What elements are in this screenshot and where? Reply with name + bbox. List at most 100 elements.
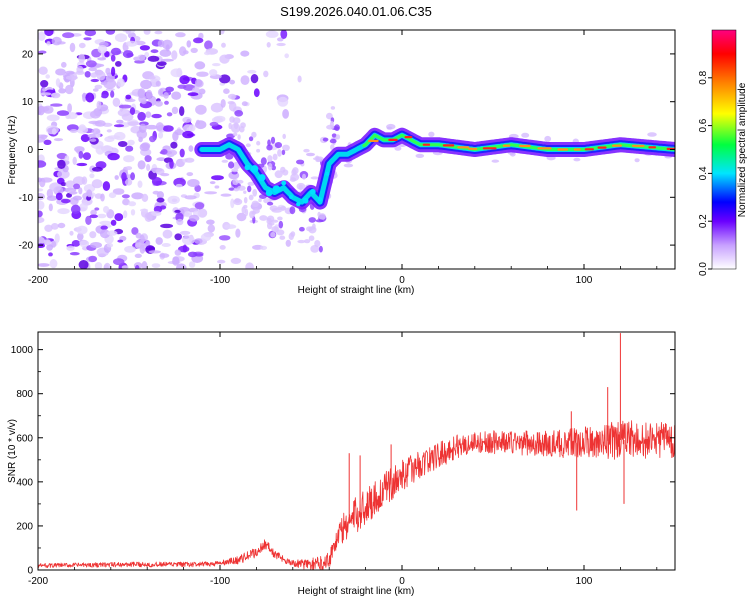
spectrogram-blob <box>134 60 145 64</box>
snr-y-tick-label: 1000 <box>11 345 34 356</box>
spectrogram-blob <box>118 104 132 109</box>
spectrogram-blob <box>145 124 158 130</box>
spectrogram-blob <box>65 180 76 188</box>
spectrogram-blob <box>161 243 171 247</box>
spectrogram-blob <box>156 61 167 66</box>
spectrogram-blob <box>78 260 89 269</box>
spectrogram-blob <box>86 189 93 198</box>
spectrogram-y-tick-label: -20 <box>19 241 34 252</box>
spectrogram-blob <box>137 54 146 61</box>
spectrogram-blob <box>232 117 241 124</box>
spectrogram-blob <box>270 219 279 223</box>
spectrogram-blob <box>245 143 251 148</box>
snr-series <box>38 333 675 570</box>
spectrogram-blob <box>174 249 182 256</box>
spectrogram-blob <box>229 79 236 85</box>
spectrogram-blob <box>228 161 235 169</box>
spectrogram-blob <box>194 61 206 70</box>
spectrogram-blob <box>249 210 255 219</box>
spectrogram-blob <box>230 198 235 209</box>
spectrogram-blob <box>131 227 139 235</box>
spectrogram-blob <box>176 218 184 226</box>
spectrogram-blob <box>85 215 92 225</box>
spectrogram-blob <box>278 220 284 229</box>
spectrogram-blob <box>162 229 173 239</box>
spectrogram-blob <box>150 211 162 217</box>
spectrogram-blob <box>200 233 212 242</box>
spectrogram-blob <box>108 192 117 199</box>
spectrogram-blob <box>221 42 226 48</box>
spectrogram-blob <box>315 158 321 163</box>
snr-x-tick-label: -200 <box>28 576 48 587</box>
spectrogram-blob <box>169 159 174 169</box>
spectrogram-blob <box>135 265 140 269</box>
spectrogram-blob <box>219 54 230 64</box>
spectrogram-blob <box>260 245 268 250</box>
spectrogram-blob <box>130 172 136 181</box>
spectrogram-blob <box>310 176 319 180</box>
spectrogram-blob <box>89 231 97 239</box>
spectrogram-blob <box>233 122 239 130</box>
spectrogram-blob <box>296 159 305 165</box>
spectrogram-blob <box>179 46 187 57</box>
spectrogram-blob <box>272 153 278 161</box>
spectrogram-blob <box>160 58 174 62</box>
spectrogram-blob <box>240 75 250 85</box>
spectrogram-blob <box>266 42 271 48</box>
spectrogram-blob <box>144 155 152 163</box>
spectrogram-blob <box>164 149 178 157</box>
figure-title: S199.2026.040.01.06.C35 <box>280 4 432 19</box>
spectrogram-blob <box>188 124 196 132</box>
spectrogram-blob <box>71 240 81 247</box>
spectrogram-blob <box>237 179 244 184</box>
spectrogram-blob <box>69 129 78 133</box>
spectrogram-blob <box>223 88 230 94</box>
spectrogram-blob <box>241 101 248 107</box>
spectrogram-blob <box>125 145 134 152</box>
spectrogram-blob <box>84 71 91 78</box>
spectrogram-blob <box>42 105 54 114</box>
spectrogram-blob <box>155 168 165 175</box>
spectrogram-blob <box>179 148 185 158</box>
spectrogram-blob <box>38 50 47 54</box>
snr-line <box>38 420 675 570</box>
spectrogram-blob <box>157 39 165 48</box>
spectrogram-blob <box>76 225 88 235</box>
spectrogram-blob <box>335 134 341 140</box>
spectrogram-blob <box>40 80 49 88</box>
ridge-node <box>258 174 266 182</box>
spectrogram-blob <box>123 155 135 163</box>
spectrogram-blob <box>38 263 50 267</box>
spectrogram-blob <box>115 61 122 67</box>
colorbar-label: Normalized spectral amplitude <box>737 82 748 217</box>
spectrogram-blob <box>386 126 393 130</box>
spectrogram-blob <box>274 142 282 149</box>
spectrogram-blob <box>331 133 337 138</box>
spectrogram-blob <box>240 50 250 57</box>
spectrogram-blob <box>90 209 97 216</box>
spectrogram-blob <box>89 173 95 179</box>
ridge-node <box>325 171 330 176</box>
spectrogram-blob <box>160 173 170 177</box>
spectrogram-blob <box>179 230 191 235</box>
spectrogram-blob <box>172 256 180 266</box>
spectrogram-blob <box>225 153 234 160</box>
spectrogram-blob <box>221 159 229 163</box>
spectrogram-blob <box>544 135 552 142</box>
spectrogram-blob <box>196 71 209 77</box>
snr-panel: -200 -100 0 100 0 200 400 600 800 1000 Height of… <box>7 331 676 597</box>
ridge-node <box>302 197 309 204</box>
spectrogram-blob <box>97 213 107 219</box>
spectrogram-blob <box>308 217 316 223</box>
spectrogram-blob <box>91 166 103 172</box>
spectrogram-blob <box>267 155 273 163</box>
spectrogram-blob <box>145 111 152 118</box>
spectrogram-blob <box>99 220 112 226</box>
spectrogram-blob <box>184 195 197 200</box>
spectrogram-blob <box>149 135 156 143</box>
spectrogram-blob <box>46 195 58 201</box>
spectrogram-blob <box>125 166 133 171</box>
spectrogram-blob <box>78 151 84 159</box>
spectrogram-blob <box>38 160 47 168</box>
ridge-node <box>318 197 323 202</box>
